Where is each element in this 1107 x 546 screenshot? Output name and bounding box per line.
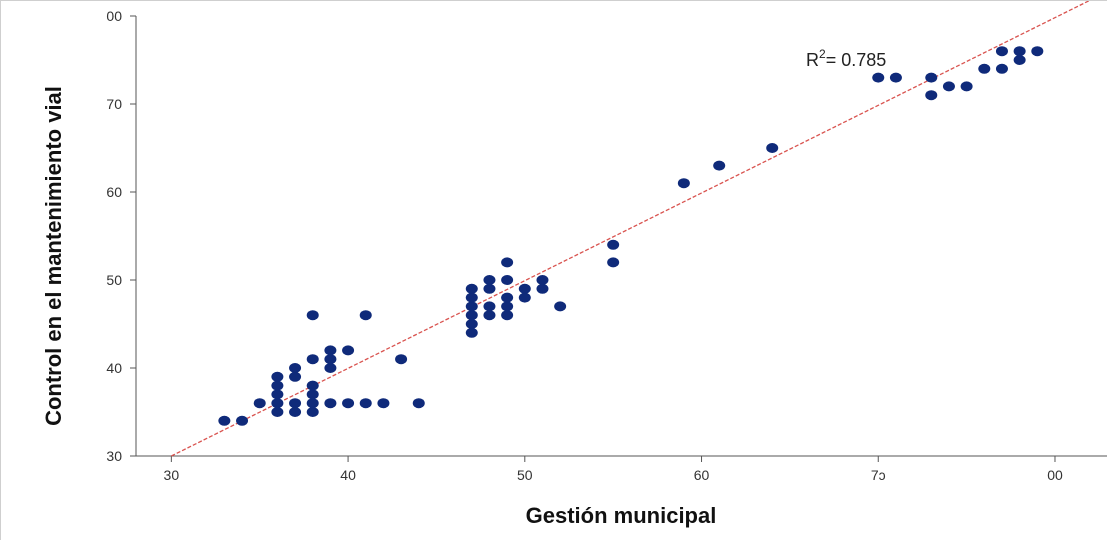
data-point [942, 81, 955, 92]
x-axis: 30 40 50 60 7ɔ 00 [136, 455, 1107, 483]
data-point [995, 63, 1008, 74]
r-squared-annotation: R2= 0.785 [806, 47, 886, 70]
data-point [359, 310, 372, 321]
data-point [483, 275, 496, 285]
data-point [324, 345, 337, 356]
data-point [465, 301, 478, 312]
x-tick-label: 00 [1047, 467, 1063, 483]
regression-line [171, 0, 1093, 457]
data-point [342, 398, 355, 409]
data-point [306, 398, 319, 409]
data-point [377, 398, 390, 409]
data-point [306, 310, 319, 321]
data-point [218, 415, 231, 426]
x-tick-label: 50 [517, 467, 533, 483]
y-tick-label: 50 [106, 272, 122, 288]
data-point [465, 310, 478, 321]
data-point [359, 398, 372, 409]
r2-value: = 0.785 [826, 50, 887, 70]
data-point [271, 371, 284, 382]
data-point [395, 354, 408, 365]
data-point [536, 275, 549, 285]
data-point [465, 327, 478, 338]
data-point [607, 239, 620, 250]
x-tick-label: 60 [694, 467, 710, 483]
data-point [483, 310, 496, 321]
data-point [501, 301, 514, 312]
data-point [677, 178, 690, 189]
y-axis: 30 40 50 60 70 00 [106, 8, 137, 464]
data-point [465, 283, 478, 294]
x-tick-label: 7ɔ [871, 467, 886, 483]
y-tick-label: 60 [106, 184, 122, 200]
data-point [483, 301, 496, 312]
data-point [889, 72, 902, 83]
data-point [324, 398, 337, 409]
r2-superscript: 2 [819, 47, 826, 61]
data-point [536, 283, 549, 294]
data-point [289, 371, 302, 382]
data-point [236, 415, 249, 426]
x-tick-label: 40 [340, 467, 356, 483]
data-point [271, 407, 284, 417]
data-points [218, 46, 1044, 426]
data-point [872, 72, 885, 83]
data-point [306, 407, 319, 417]
data-point [271, 380, 284, 391]
data-point [289, 398, 302, 409]
data-point [324, 354, 337, 365]
data-point [518, 283, 531, 294]
y-tick-label: 70 [106, 96, 122, 112]
data-point [607, 257, 620, 268]
data-point [766, 143, 779, 153]
data-point [925, 90, 938, 101]
y-axis-label: Control en el mantenimiento vial [41, 86, 66, 426]
data-point [501, 275, 514, 285]
data-point [925, 72, 938, 83]
y-tick-label: 30 [106, 448, 122, 464]
data-point [271, 389, 284, 400]
data-point [289, 407, 302, 417]
data-point [271, 398, 284, 409]
data-point [342, 345, 355, 356]
data-point [1013, 55, 1026, 65]
y-tick-label: 00 [106, 8, 122, 24]
data-point [412, 398, 425, 409]
data-point [1031, 46, 1044, 57]
data-point [995, 46, 1008, 57]
data-point [960, 81, 973, 92]
data-point [518, 292, 531, 303]
data-point [289, 363, 302, 373]
data-point [501, 310, 514, 321]
data-point [306, 354, 319, 365]
data-point [483, 283, 496, 294]
y-tick-label: 40 [106, 360, 122, 376]
data-point [501, 292, 514, 303]
r2-prefix: R [806, 50, 819, 70]
x-tick-label: 30 [164, 467, 180, 483]
x-axis-label: Gestión municipal [526, 503, 717, 528]
data-point [713, 160, 726, 171]
data-point [465, 319, 478, 329]
data-point [465, 292, 478, 303]
data-point [501, 257, 514, 268]
data-point [554, 301, 567, 312]
data-point [324, 363, 337, 373]
data-point [253, 398, 266, 409]
data-point [978, 63, 991, 74]
data-point [306, 389, 319, 400]
data-point [1013, 46, 1026, 57]
data-point [306, 380, 319, 391]
